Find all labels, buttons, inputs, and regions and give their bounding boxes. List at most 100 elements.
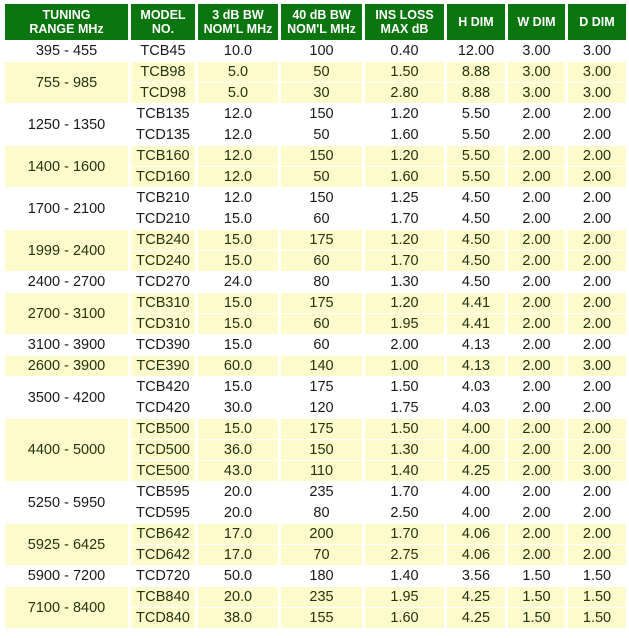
tuning-range-cell: 755 - 985 [5,62,128,103]
header-d-dim: D DIM [568,4,626,40]
model-cell: TCE390 [131,356,195,376]
bw-3db-cell: 15.0 [198,230,278,250]
bw-3db-cell: 5.0 [198,83,278,103]
bw-3db-cell: 36.0 [198,440,278,460]
model-cell: TCD270 [136,274,190,290]
table-row: 2700 - 3100 TCB310 15.0 175 1.20 4.41 2.00 2.00 [5,293,626,334]
w-dim-cell: 2.00 [522,106,551,122]
header-text: NOM'L MHz [203,22,273,36]
bw-40db-cell: 150 [309,190,334,206]
ins-loss-cell: 2.00 [390,337,419,353]
w-dim-cell: 2.00 [508,293,565,313]
bw-40db-cell: 150 [281,146,362,166]
model-cell: TCD500 [131,440,195,460]
d-dim-cell: 1.50 [568,587,626,607]
d-dim-cell: 2.00 [582,379,612,395]
model-cell: TCB135 [136,106,190,122]
table-row: 755 - 985 TCB98 5.0 50 1.50 8.88 3.00 3.00 [5,62,626,103]
bw-40db-cell: 110 [281,461,362,481]
h-dim-cell: 4.03 [461,379,491,395]
table-row: TCD420 30.0 120 1.75 4.03 2.00 2.00 [5,398,626,418]
w-dim-cell: 1.50 [522,568,551,584]
model-cell: TCD642 [131,545,195,565]
ins-loss-cell: 1.75 [390,400,419,416]
bw-40db-cell: 200 [281,524,362,544]
w-dim-cell: 2.00 [522,337,551,353]
table-row: TCD595 20.0 80 2.50 4.00 2.00 2.00 [5,503,626,523]
ins-loss-cell: 1.50 [365,62,444,82]
header-text: NOM'L MHz [287,22,356,36]
ins-loss-cell: 1.50 [365,419,444,439]
d-dim-cell: 2.00 [568,146,626,166]
h-dim-cell: 4.41 [447,314,505,334]
bw-40db-cell: 50 [281,62,362,82]
d-dim-cell: 2.00 [568,251,626,271]
d-dim-cell: 3.00 [568,461,626,481]
table-row: 2400 - 2700 TCD270 24.0 80 1.30 4.50 2.00 2.00 [5,272,626,292]
header-text: RANGE MHz [29,22,104,36]
bw-3db-cell: 30.0 [223,400,253,416]
model-cell: TCD210 [136,211,190,227]
table-row: 3100 - 3900 TCD390 15.0 60 2.00 4.13 2.00 2.00 [5,335,626,355]
tuning-range-cell: 1999 - 2400 [5,230,128,271]
header-text: INS LOSS [375,8,434,22]
table-row: 5250 - 5950 TCB595 20.0 235 1.70 4.00 2.00 2.00 [5,482,626,511]
table-row: 2600 - 3900 TCE390 60.0 140 1.00 4.13 2.00 3.00 [5,356,626,376]
h-dim-cell: 5.50 [447,146,505,166]
model-cell: TCD720 [136,568,190,584]
table-row: TCD310 15.0 60 1.95 4.41 2.00 2.00 [5,314,626,334]
bw-3db-cell: 43.0 [198,461,278,481]
d-dim-cell: 2.00 [582,190,612,206]
w-dim-cell: 2.00 [508,314,565,334]
w-dim-cell: 2.00 [508,545,565,565]
header-text: H DIM [458,15,494,29]
header-text: W DIM [517,15,556,29]
ins-loss-cell: 1.40 [390,568,419,584]
w-dim-cell: 1.50 [508,587,565,607]
tuning-range-cell: 5925 - 6425 [5,524,128,565]
model-cell: TCD310 [131,314,195,334]
w-dim-cell: 1.50 [508,608,565,628]
h-dim-cell: 4.25 [447,608,505,628]
ins-loss-cell: 2.75 [365,545,444,565]
ins-loss-cell: 2.50 [390,505,419,521]
header-text: MAX dB [380,22,429,36]
h-dim-cell: 8.88 [447,62,505,82]
d-dim-cell: 2.00 [568,419,626,439]
model-cell: TCB500 [131,419,195,439]
tuning-range-cell: 7100 - 8400 [5,587,128,628]
model-cell: TCD420 [136,400,190,416]
ins-loss-cell: 2.80 [365,83,444,103]
d-dim-cell: 1.50 [568,608,626,628]
d-dim-cell: 2.00 [568,440,626,460]
bw-3db-cell: 12.0 [223,106,253,122]
bw-40db-cell: 80 [313,505,330,521]
model-cell: TCB160 [131,146,195,166]
w-dim-cell: 2.00 [508,167,565,187]
bw-3db-cell: 12.0 [198,146,278,166]
d-dim-cell: 3.00 [568,356,626,376]
h-dim-cell: 5.50 [447,167,505,187]
bw-3db-cell: 5.0 [198,62,278,82]
h-dim-cell: 4.25 [447,461,505,481]
header-text: MODEL [140,8,186,22]
d-dim-cell: 1.50 [582,568,612,584]
bw-40db-cell: 140 [281,356,362,376]
model-cell: TCB420 [136,379,190,395]
ins-loss-cell: 1.70 [365,251,444,271]
w-dim-cell: 2.00 [522,127,551,143]
d-dim-cell: 3.00 [568,62,626,82]
bw-3db-cell: 50.0 [223,568,253,584]
h-dim-cell: 5.50 [461,127,491,143]
ins-loss-cell: 1.70 [390,211,419,227]
bw-3db-cell: 20.0 [223,484,253,500]
tuning-range-cell: 395 - 455 [35,43,98,59]
header-row: TUNING RANGE MHz MODEL NO. 3 dB BW NOM'L MHz 4… [5,4,626,40]
bw-3db-cell: 15.0 [198,293,278,313]
d-dim-cell: 2.00 [582,127,612,143]
ins-loss-cell: 1.70 [365,524,444,544]
ins-loss-cell: 0.40 [390,43,419,59]
d-dim-cell: 2.00 [582,274,612,290]
ins-loss-cell: 1.95 [365,587,444,607]
d-dim-cell: 2.00 [582,400,612,416]
